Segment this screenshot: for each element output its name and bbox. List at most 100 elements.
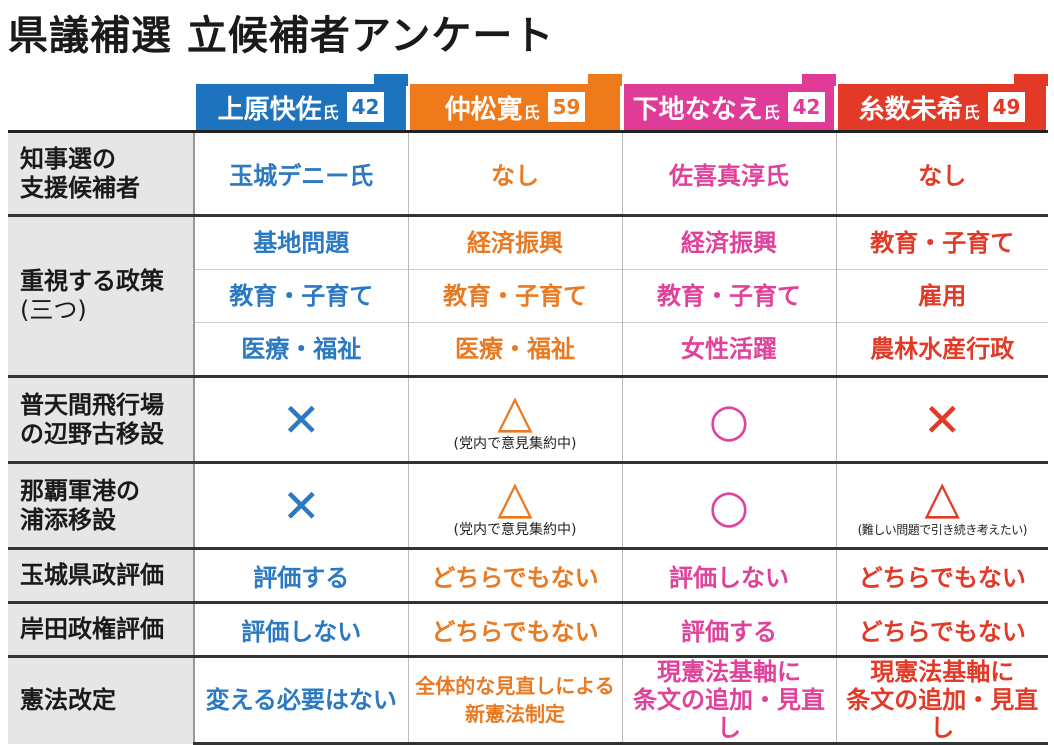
- candidate-header: 下地ななえ氏 42: [622, 74, 836, 132]
- row-header-line: の辺野古移設: [20, 419, 164, 448]
- candidate-suffix: 氏: [322, 103, 339, 122]
- candidate-header: 糸数未希氏 49: [836, 74, 1048, 132]
- cell-line: 現憲法基軸に: [870, 658, 1015, 686]
- policy-item: 農林水産行政: [836, 322, 1048, 375]
- table-cell: 全体的な見直しによる 新憲法制定: [407, 655, 622, 745]
- candidate-label: 下地ななえ氏 42: [624, 74, 836, 130]
- triangle-mark-icon: △: [497, 469, 533, 524]
- candidate-age: 49: [987, 92, 1026, 122]
- table-cell: 評価する: [621, 601, 836, 657]
- table-cell: ○: [621, 461, 836, 549]
- policy-item: 教育・子育て: [870, 229, 1015, 257]
- table-row: 知事選の 支援候補者 玉城デニー氏 なし 佐喜真淳氏 なし: [8, 130, 1048, 216]
- table-cell: 経済振興 教育・子育て 女性活躍: [621, 214, 836, 377]
- row-header-line: 支援候補者: [20, 173, 140, 202]
- header-corner: [8, 76, 194, 132]
- candidate-name: 下地ななえ: [632, 94, 763, 125]
- cell-line: 条文の追加・見直し: [633, 686, 825, 742]
- tab-accent: [588, 74, 622, 86]
- table-row: 憲法改定 変える必要はない 全体的な見直しによる 新憲法制定 現憲法基軸に 条文…: [8, 655, 1048, 745]
- policy-item: 女性活躍: [622, 322, 836, 375]
- candidate-name: 仲松寛: [444, 94, 523, 125]
- table-cell: 現憲法基軸に 条文の追加・見直し: [835, 655, 1048, 745]
- policy-item: 医療・福祉: [195, 322, 408, 375]
- table-cell: ✕: [193, 375, 408, 463]
- row-header: 重視する政策 (三つ): [8, 214, 195, 377]
- triangle-mark-icon: △: [924, 469, 960, 524]
- cell-line: 新憲法制定: [465, 702, 565, 726]
- row-header: 那覇軍港の 浦添移設: [8, 461, 195, 549]
- table-cell: 基地問題 教育・子育て 医療・福祉: [193, 214, 408, 377]
- table-cell: どちらでもない: [407, 601, 622, 657]
- cross-mark-icon: ✕: [281, 392, 321, 447]
- triangle-mark-icon: △: [497, 383, 533, 438]
- candidate-name: 糸数未希: [858, 94, 963, 125]
- row-header-line: 普天間飛行場: [20, 390, 164, 419]
- policy-item: 経済振興: [681, 229, 777, 257]
- tab-accent: [802, 74, 836, 86]
- cell-line: 変える必要はない: [205, 686, 397, 714]
- row-header: 岸田政権評価: [8, 601, 195, 657]
- candidate-age: 59: [547, 92, 586, 122]
- table-cell: △ (党内で意見集約中): [407, 461, 622, 549]
- table-cell: 現憲法基軸に 条文の追加・見直し: [621, 655, 836, 745]
- tab-accent: [1014, 74, 1048, 86]
- table-cell: ○: [621, 375, 836, 463]
- table-row: 重視する政策 (三つ) 基地問題 教育・子育て 医療・福祉 経済振興 教育・子育…: [8, 214, 1048, 377]
- row-header-line: 浦添移設: [20, 505, 116, 534]
- policy-item: 基地問題: [253, 229, 350, 257]
- table-cell: 教育・子育て 雇用 農林水産行政: [835, 214, 1048, 377]
- table-row: 那覇軍港の 浦添移設 ✕ △ (党内で意見集約中) ○ △ (難しい問題で引き続…: [8, 461, 1048, 549]
- cross-mark-icon: ✕: [281, 478, 321, 533]
- tab-accent: [374, 74, 408, 86]
- table-row: 玉城県政評価 評価する どちらでもない 評価しない どちらでもない: [8, 547, 1048, 603]
- table-row: 岸田政権評価 評価しない どちらでもない 評価する どちらでもない: [8, 601, 1048, 657]
- candidate-label: 上原快佐氏 42: [196, 74, 408, 130]
- candidate-age: 42: [787, 92, 826, 122]
- table-cell: どちらでもない: [835, 547, 1048, 603]
- candidate-header-row: 上原快佐氏 42 仲松寛氏 59 下地ななえ氏 42 糸数未希氏 49: [8, 74, 1048, 132]
- cell-line: 条文の追加・見直し: [846, 686, 1039, 742]
- candidate-label: 糸数未希氏 49: [838, 74, 1048, 130]
- table-cell: ✕: [193, 461, 408, 549]
- row-header: 普天間飛行場 の辺野古移設: [8, 375, 195, 463]
- table-cell: どちらでもない: [407, 547, 622, 603]
- row-header: 知事選の 支援候補者: [8, 130, 195, 216]
- table-cell: 佐喜真淳氏: [621, 130, 836, 216]
- candidate-header: 上原快佐氏 42: [194, 74, 408, 132]
- table-cell: △ (難しい問題で引き続き考えたい): [835, 461, 1048, 549]
- table-cell: 玉城デニー氏: [193, 130, 408, 216]
- table-cell: 評価しない: [621, 547, 836, 603]
- table-cell: 経済振興 教育・子育て 医療・福祉: [407, 214, 622, 377]
- candidate-header: 仲松寛氏 59: [408, 74, 622, 132]
- table-cell: なし: [835, 130, 1048, 216]
- row-header: 憲法改定: [8, 655, 195, 744]
- table-cell: 評価しない: [193, 601, 408, 657]
- table-cell: なし: [407, 130, 622, 216]
- circle-mark-icon: ○: [708, 478, 750, 533]
- row-header: 玉城県政評価: [8, 547, 195, 603]
- row-header-line: 重視する政策: [20, 267, 164, 295]
- policy-item: 教育・子育て: [622, 269, 836, 322]
- candidate-label: 仲松寛氏 59: [410, 74, 622, 130]
- policy-item: 雇用: [836, 269, 1048, 322]
- circle-mark-icon: ○: [708, 392, 750, 447]
- cell-note: (党内で意見集約中): [453, 521, 577, 538]
- cell-note: (党内で意見集約中): [453, 435, 577, 452]
- page-title: 県議補選 立候補者アンケート: [8, 13, 555, 59]
- cell-line: 全体的な見直しによる: [415, 674, 615, 698]
- row-header-line: 知事選の: [20, 144, 116, 173]
- cell-note: (難しい問題で引き続き考えたい): [857, 522, 1028, 537]
- candidate-age: 42: [346, 92, 385, 122]
- table-cell: 評価する: [193, 547, 408, 603]
- survey-table: 上原快佐氏 42 仲松寛氏 59 下地ななえ氏 42 糸数未希氏 49 知事選の 支援候…: [8, 74, 1048, 745]
- table-row: 普天間飛行場 の辺野古移設 ✕ △ (党内で意見集約中) ○ ✕: [8, 375, 1048, 463]
- table-cell: ✕: [835, 375, 1048, 463]
- candidate-suffix: 氏: [523, 103, 540, 122]
- table-cell: 変える必要はない: [193, 655, 408, 745]
- candidate-name: 上原快佐: [217, 94, 322, 125]
- row-header-line: 那覇軍港の: [20, 476, 140, 505]
- cell-line: 現憲法基軸に: [657, 658, 801, 686]
- candidate-suffix: 氏: [763, 103, 780, 122]
